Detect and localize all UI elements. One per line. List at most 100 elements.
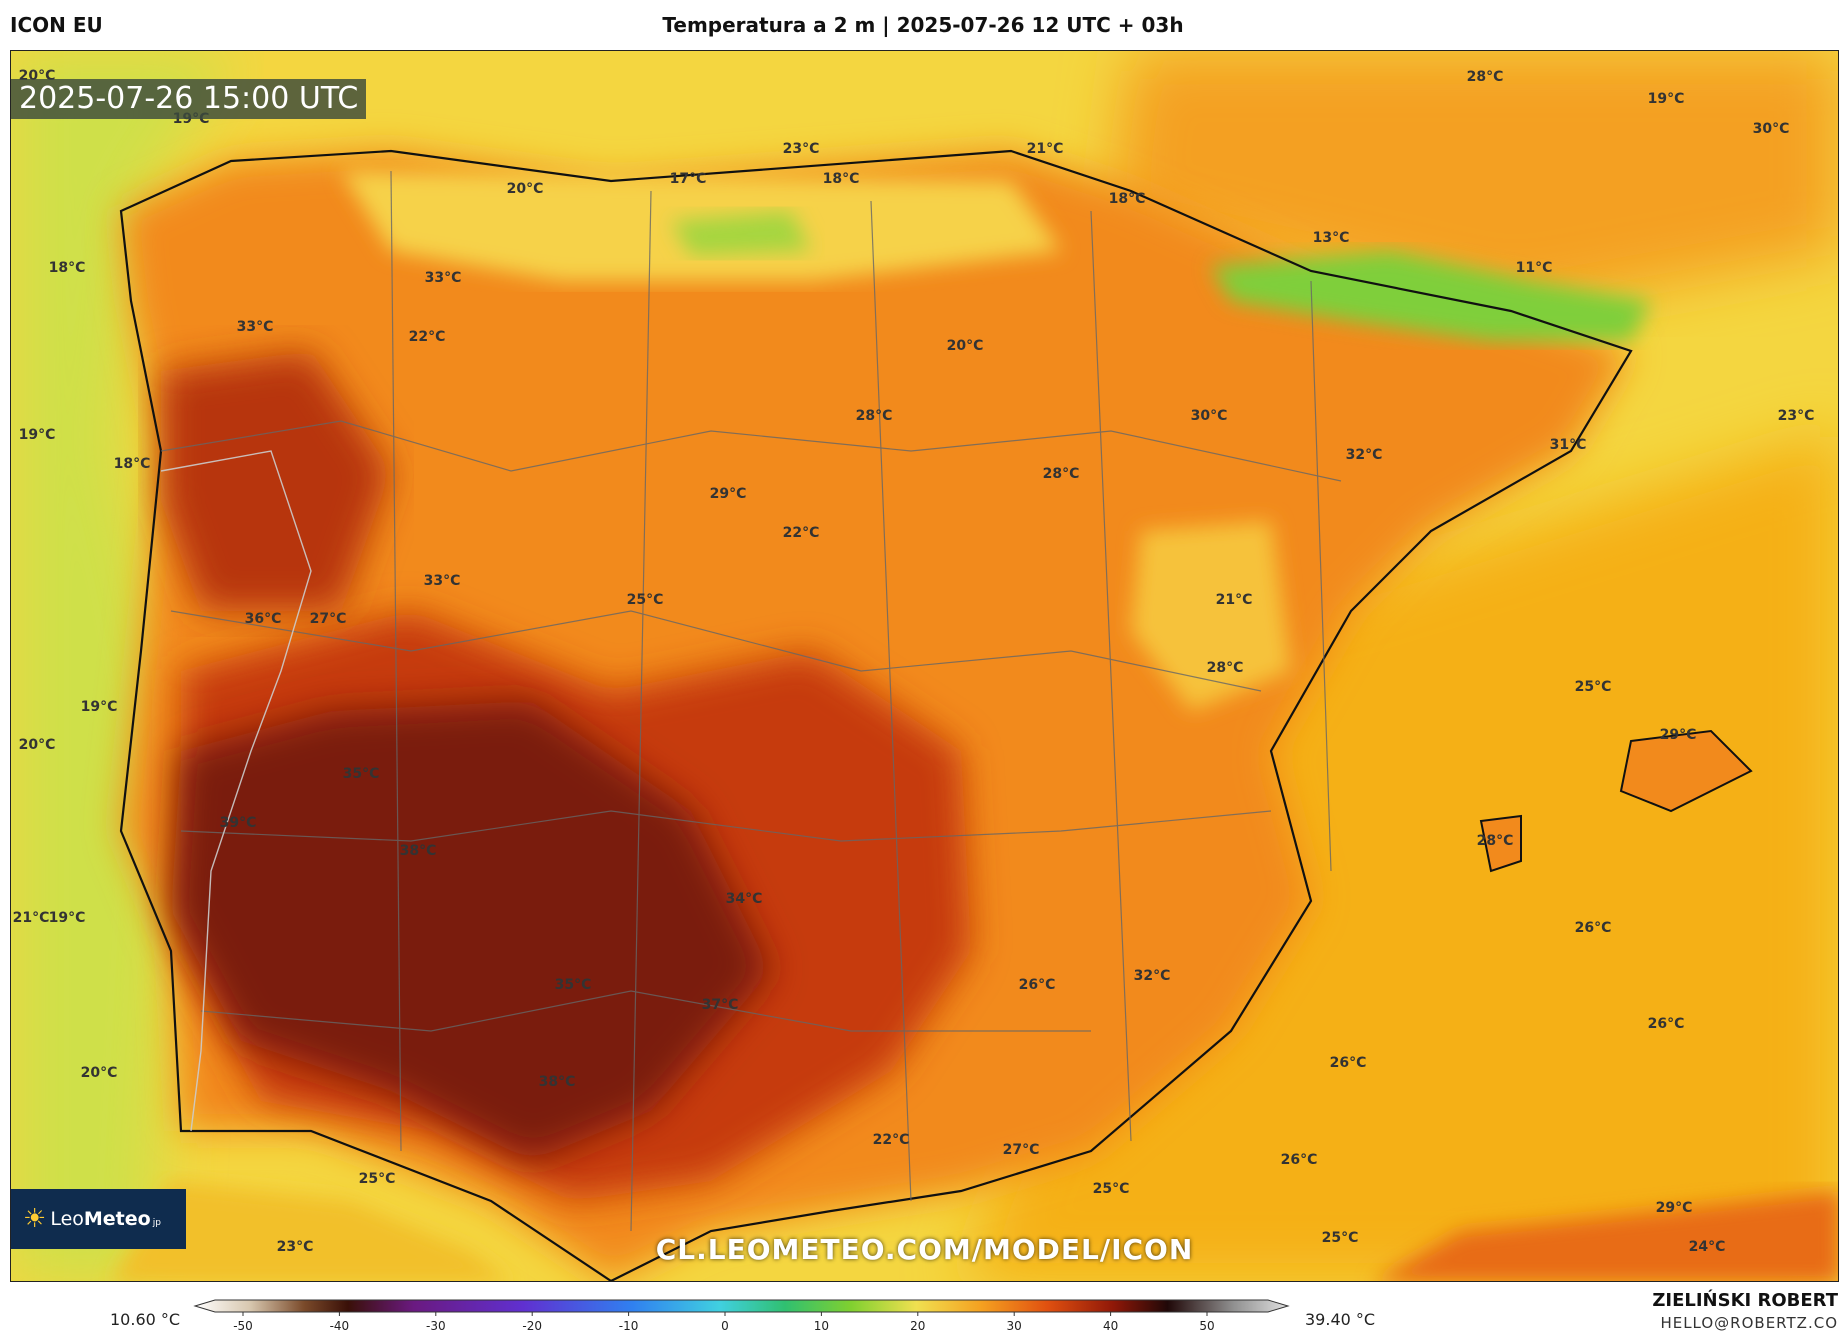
temperature-label: 18°C — [48, 260, 86, 276]
temperature-label: 19°C — [18, 427, 56, 443]
temperature-label: 18°C — [822, 171, 860, 187]
temperature-label: 21°C — [1026, 141, 1064, 157]
temperature-label: 27°C — [309, 611, 347, 627]
temperature-label: 35°C — [342, 766, 380, 782]
atlantic-cool-zone — [11, 51, 241, 1281]
colorbar-tick-label: 0 — [721, 1319, 729, 1333]
colorbar-tick-label: 20 — [910, 1319, 925, 1333]
temperature-map[interactable]: 20°C 19°C 23°C 21°C 28°C 19°C 30°C 20°C 17°C 18°C… — [10, 50, 1839, 1282]
temperature-label: 19°C — [80, 699, 118, 715]
temperature-label: 22°C — [872, 1132, 910, 1148]
ibiza-island — [1479, 814, 1522, 873]
temperature-label: 29°C — [709, 486, 747, 502]
colorbar-min-label: 10.60 °C — [110, 1310, 181, 1329]
temperature-label: 26°C — [1574, 920, 1612, 936]
iberian-system-zone — [1131, 521, 1291, 711]
temperature-label: 20°C — [946, 338, 984, 354]
temperature-label: 26°C — [1280, 1152, 1318, 1168]
region-borders — [160, 170, 1342, 1232]
temperature-label: 30°C — [1190, 408, 1228, 424]
temperature-label: 28°C — [1476, 833, 1514, 849]
temperature-label: 25°C — [1321, 1230, 1359, 1246]
model-name: ICON EU — [10, 13, 103, 37]
morocco-zone — [112, 1181, 509, 1281]
temperature-label: 20°C — [80, 1065, 118, 1081]
temperature-label: 30°C — [1752, 121, 1790, 137]
colorbar-tick-label: 40 — [1103, 1319, 1118, 1333]
temperature-label: 35°C — [554, 977, 592, 993]
temperature-label: 25°C — [358, 1171, 396, 1187]
algeria-zone — [1374, 1191, 1838, 1281]
country-border — [160, 450, 312, 1132]
mallorca-island — [1619, 729, 1753, 813]
colorbar-ticks: -50 -40 -30 -20 -10 0 10 20 30 40 50 — [233, 1312, 1215, 1333]
coastline — [119, 149, 1633, 1281]
colorbar: -50 -40 -30 -20 -10 0 10 20 30 40 50 10.60 °C 39.4… — [0, 1288, 1846, 1338]
valid-time-badge: 2025-07-26 15:00 UTC — [11, 79, 367, 119]
logo-text-leo: Leo — [50, 1208, 84, 1230]
temperature-label: 39°C — [219, 815, 257, 831]
logo-text-suffix: jp — [152, 1218, 161, 1228]
logo-text-meteo: Meteo — [83, 1208, 151, 1230]
temperature-label: 25°C — [1574, 679, 1612, 695]
source-url[interactable]: CL.LEOMETEO.COM/MODEL/ICON — [655, 1233, 1194, 1266]
temperature-label: 36°C — [244, 611, 282, 627]
temperature-label: 29°C — [1655, 1200, 1693, 1216]
map-canvas — [11, 51, 1838, 1281]
temperature-label: 18°C — [1108, 191, 1146, 207]
temperature-label: 32°C — [1345, 447, 1383, 463]
temperature-label: 23°C — [1777, 408, 1815, 424]
map-title: Temperatura a 2 m | 2025-07-26 12 UTC + … — [662, 13, 1184, 37]
temperature-label: 20°C — [506, 181, 544, 197]
author-name: ZIELIŃSKI ROBERT — [1652, 1290, 1838, 1311]
temperature-label: 19°C — [1647, 91, 1685, 107]
temperature-label: 33°C — [424, 270, 462, 286]
colorbar-tick-label: -40 — [330, 1319, 350, 1333]
temperature-label: 28°C — [855, 408, 893, 424]
temperature-label: 22°C — [782, 525, 820, 541]
temperature-label: 21°C — [12, 910, 50, 926]
temperature-label: 38°C — [399, 843, 437, 859]
temperature-label: 32°C — [1133, 968, 1171, 984]
colorbar-tick-label: -10 — [619, 1319, 639, 1333]
colorbar-tick-label: 30 — [1007, 1319, 1022, 1333]
colorbar-max-label: 39.40 °C — [1305, 1310, 1376, 1329]
sun-icon: ☀ — [23, 1204, 47, 1234]
temperature-label: 25°C — [626, 592, 664, 608]
temperature-label: 34°C — [725, 891, 763, 907]
france-zone — [1111, 51, 1838, 311]
temperature-label: 28°C — [1466, 69, 1504, 85]
temperature-label: 31°C — [1549, 437, 1587, 453]
temperature-label: 18°C — [113, 456, 151, 472]
temperature-label: 37°C — [701, 997, 739, 1013]
temperature-label: 28°C — [1042, 466, 1080, 482]
temperature-label: 33°C — [423, 573, 461, 589]
colorbar-tick-label: 10 — [814, 1319, 829, 1333]
temperature-label: 23°C — [782, 141, 820, 157]
temperature-label: 19°C — [48, 910, 86, 926]
temperature-label: 22°C — [408, 329, 446, 345]
temperature-label: 26°C — [1647, 1016, 1685, 1032]
temperature-label: 38°C — [538, 1074, 576, 1090]
temperature-label: 23°C — [276, 1239, 314, 1255]
temperature-label: 13°C — [1312, 230, 1350, 246]
temperature-label: 29°C — [1659, 727, 1697, 743]
temperature-label: 26°C — [1329, 1055, 1367, 1071]
colorbar-tick-label: -50 — [233, 1319, 253, 1333]
temperature-label: 24°C — [1688, 1239, 1726, 1255]
temperature-label: 21°C — [1215, 592, 1253, 608]
colorbar-gradient — [193, 1299, 1290, 1313]
leometeo-logo[interactable]: ☀ Leo Meteo jp — [11, 1189, 186, 1249]
colorbar-tick-label: -20 — [522, 1319, 542, 1333]
temperature-label: 11°C — [1515, 260, 1553, 276]
temperature-label: 26°C — [1018, 977, 1056, 993]
northwest-hot-zone — [161, 351, 391, 611]
author-email[interactable]: HELLO@ROBERTZ.CO — [1660, 1314, 1838, 1332]
temperature-label: 27°C — [1002, 1142, 1040, 1158]
temperature-label: 33°C — [236, 319, 274, 335]
colorbar-svg: -50 -40 -30 -20 -10 0 10 20 30 40 50 — [193, 1299, 1290, 1333]
temperature-label: 28°C — [1206, 660, 1244, 676]
cantabrian-cool-zone — [671, 211, 811, 256]
colorbar-tick-label: -30 — [426, 1319, 446, 1333]
temperature-label: 20°C — [18, 737, 56, 753]
